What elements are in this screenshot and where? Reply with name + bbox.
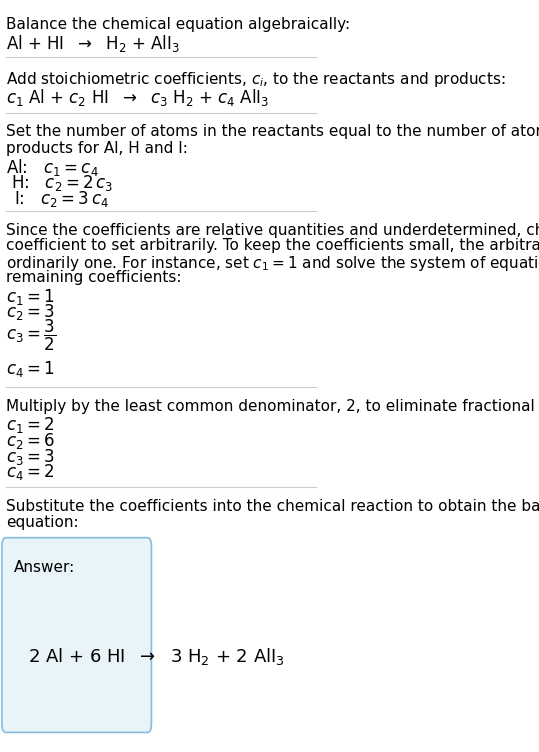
Text: equation:: equation: <box>6 515 79 530</box>
Text: H:   $c_2 = 2\,c_3$: H: $c_2 = 2\,c_3$ <box>11 173 113 193</box>
Text: Add stoichiometric coefficients, $c_i$, to the reactants and products:: Add stoichiometric coefficients, $c_i$, … <box>6 70 506 89</box>
Text: $c_4 = 2$: $c_4 = 2$ <box>6 462 54 483</box>
Text: products for Al, H and I:: products for Al, H and I: <box>6 141 188 156</box>
Text: I:   $c_2 = 3\,c_4$: I: $c_2 = 3\,c_4$ <box>15 189 109 209</box>
Text: coefficient to set arbitrarily. To keep the coefficients small, the arbitrary va: coefficient to set arbitrarily. To keep … <box>6 238 539 253</box>
Text: remaining coefficients:: remaining coefficients: <box>6 270 181 285</box>
Text: $c_2 = 6$: $c_2 = 6$ <box>6 431 54 451</box>
Text: $c_2 = 3$: $c_2 = 3$ <box>6 302 54 323</box>
Text: 2 Al + 6 HI  $\rightarrow$  3 H$_2$ + 2 AlI$_3$: 2 Al + 6 HI $\rightarrow$ 3 H$_2$ + 2 Al… <box>29 646 285 667</box>
Text: $c_4 = 1$: $c_4 = 1$ <box>6 359 54 380</box>
Text: Balance the chemical equation algebraically:: Balance the chemical equation algebraica… <box>6 17 350 32</box>
Text: Al + HI  $\rightarrow$  H$_2$ + AlI$_3$: Al + HI $\rightarrow$ H$_2$ + AlI$_3$ <box>6 33 180 54</box>
Text: Answer:: Answer: <box>14 560 75 575</box>
Text: $c_3 = \dfrac{3}{2}$: $c_3 = \dfrac{3}{2}$ <box>6 318 56 353</box>
Text: Substitute the coefficients into the chemical reaction to obtain the balanced: Substitute the coefficients into the che… <box>6 499 539 514</box>
Text: Set the number of atoms in the reactants equal to the number of atoms in the: Set the number of atoms in the reactants… <box>6 124 539 139</box>
FancyBboxPatch shape <box>2 538 151 732</box>
Text: Al:   $c_1 = c_4$: Al: $c_1 = c_4$ <box>6 157 99 178</box>
Text: $c_3 = 3$: $c_3 = 3$ <box>6 447 54 467</box>
Text: $c_1 = 1$: $c_1 = 1$ <box>6 287 54 307</box>
Text: $c_1 = 2$: $c_1 = 2$ <box>6 415 54 435</box>
Text: Since the coefficients are relative quantities and underdetermined, choose a: Since the coefficients are relative quan… <box>6 223 539 238</box>
Text: ordinarily one. For instance, set $c_1 = 1$ and solve the system of equations fo: ordinarily one. For instance, set $c_1 =… <box>6 254 539 273</box>
Text: $c_1$ Al + $c_2$ HI  $\rightarrow$  $c_3$ H$_2$ + $c_4$ AlI$_3$: $c_1$ Al + $c_2$ HI $\rightarrow$ $c_3$ … <box>6 87 269 108</box>
Text: Multiply by the least common denominator, 2, to eliminate fractional coefficient: Multiply by the least common denominator… <box>6 399 539 414</box>
